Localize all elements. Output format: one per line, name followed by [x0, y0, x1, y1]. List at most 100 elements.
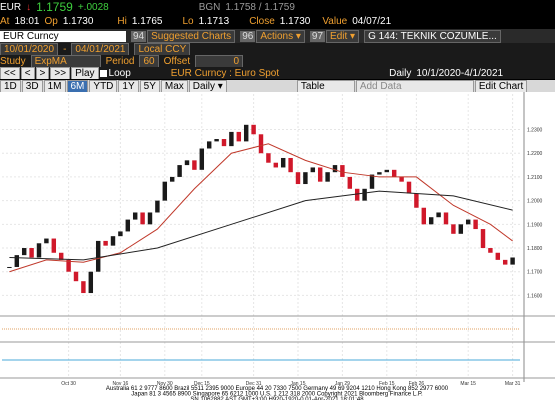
candle [132, 212, 138, 220]
high-label: Hi [117, 15, 127, 27]
candle [495, 252, 501, 260]
candle [280, 157, 286, 168]
candle [303, 172, 308, 185]
y-tick-label: 1.2200 [527, 151, 543, 157]
play-button[interactable]: Play [71, 67, 99, 79]
template[interactable]: G 144: TEKNIK COZUMLE... [364, 29, 501, 43]
footer-line: Australia 61 2 9777 8600 Brazil 5511 239… [106, 386, 449, 392]
y-tick-label: 1.1900 [527, 222, 543, 228]
nav-button[interactable]: << [0, 67, 20, 79]
range-button[interactable]: 1D [0, 80, 21, 92]
candle [229, 131, 234, 147]
range-button[interactable]: 3D [21, 80, 43, 92]
candle [155, 200, 160, 213]
candle [125, 219, 131, 232]
moving-average [9, 190, 513, 261]
playback-row: << < > >> Play Loop EUR Curncy : Euro Spot Dail… [0, 67, 555, 79]
candle [192, 160, 197, 170]
menu[interactable]: Edit ▾ [326, 29, 360, 43]
last: 1.1759 [36, 0, 73, 14]
candle [251, 124, 256, 135]
loop-checkbox[interactable] [99, 69, 107, 77]
y-tick-label: 1.1800 [527, 246, 543, 252]
currency[interactable]: Local CCY [134, 43, 191, 55]
candle [147, 212, 153, 225]
study-name[interactable]: ExpMA [30, 55, 101, 67]
candle [473, 219, 478, 230]
candle [214, 139, 219, 142]
candle [236, 131, 242, 142]
low: 1.1713 [198, 15, 230, 27]
candle [206, 141, 212, 149]
candle [347, 176, 353, 189]
candle [502, 259, 508, 265]
x-tick-label: Dec 31 [246, 381, 262, 387]
x-tick-label: Mar 31 [505, 381, 521, 387]
candle [21, 248, 27, 256]
candle [310, 167, 316, 173]
table-button[interactable]: Table [296, 80, 355, 92]
candle [465, 219, 471, 225]
candle [340, 165, 345, 177]
study-row: Study ExpMA Period 60 Offset 0 [0, 55, 555, 67]
high: 1.1765 [131, 15, 163, 27]
candle [7, 266, 12, 268]
period[interactable]: 60 [139, 55, 159, 67]
at-label: At [0, 15, 10, 27]
menu[interactable]: Actions ▾ [256, 29, 305, 43]
menu-key: 94 [131, 30, 147, 42]
x-tick-label: Jan 15 [290, 381, 305, 387]
add-data[interactable]: Add Data [355, 80, 474, 92]
candle [162, 181, 168, 201]
range-button[interactable]: 6M [66, 80, 89, 92]
candle [369, 174, 375, 189]
frequency: Daily [389, 67, 412, 79]
description: EUR Curncy : Euro Spot [170, 67, 280, 79]
at: 18:01 [14, 15, 40, 27]
offset[interactable]: 0 [195, 55, 244, 67]
footer-line: SN 1062882 AST GMT+3:00 H920-1920-0 01-A… [190, 397, 364, 400]
nav-button[interactable]: < [20, 67, 35, 79]
y-tick-label: 1.1700 [527, 270, 543, 276]
low-label: Lo [182, 15, 194, 27]
candle [377, 172, 382, 175]
nav-button[interactable]: > [35, 67, 50, 79]
direction: ↓ [26, 1, 32, 13]
candle [243, 124, 249, 142]
x-tick-label: Nov 16 [112, 381, 128, 387]
value-label: Value [322, 15, 348, 27]
x-tick-label: Mar 15 [460, 381, 476, 387]
end-date[interactable]: 04/01/2021 [71, 43, 130, 55]
candle [451, 224, 456, 234]
edit-chart[interactable]: Edit Chart [474, 80, 528, 92]
frequency-select[interactable]: Daily ▾ [188, 80, 227, 92]
offset-label: Offset [163, 55, 191, 67]
candle [184, 160, 190, 166]
candle [414, 193, 419, 208]
candle [44, 238, 49, 244]
y-tick-label: 1.1600 [527, 293, 543, 299]
start-date[interactable]: 10/01/2020 [0, 43, 59, 55]
candle [58, 252, 64, 260]
candle [199, 148, 205, 170]
menu[interactable]: Suggested Charts [147, 29, 236, 43]
x-tick-label: Dec 15 [194, 381, 210, 387]
range-button[interactable]: 5Y [139, 80, 160, 92]
y-tick-label: 1.2300 [527, 128, 543, 134]
open-label: Op [44, 15, 58, 27]
candle [103, 240, 108, 246]
range-button[interactable]: 1M [43, 80, 66, 92]
candle [288, 157, 293, 173]
x-tick-label: Feb 26 [409, 381, 425, 387]
candle [118, 231, 123, 237]
range-button[interactable]: 1Y [118, 80, 139, 92]
candle [66, 259, 71, 272]
range-button[interactable]: Max [160, 80, 188, 92]
candle [110, 236, 116, 246]
range-button[interactable]: YTD [89, 80, 118, 92]
candle [317, 167, 323, 182]
x-tick-label: Nov 30 [157, 381, 173, 387]
open: 1.1730 [62, 15, 94, 27]
security-input[interactable]: EUR Curncy [0, 30, 126, 42]
nav-button[interactable]: >> [50, 67, 71, 79]
